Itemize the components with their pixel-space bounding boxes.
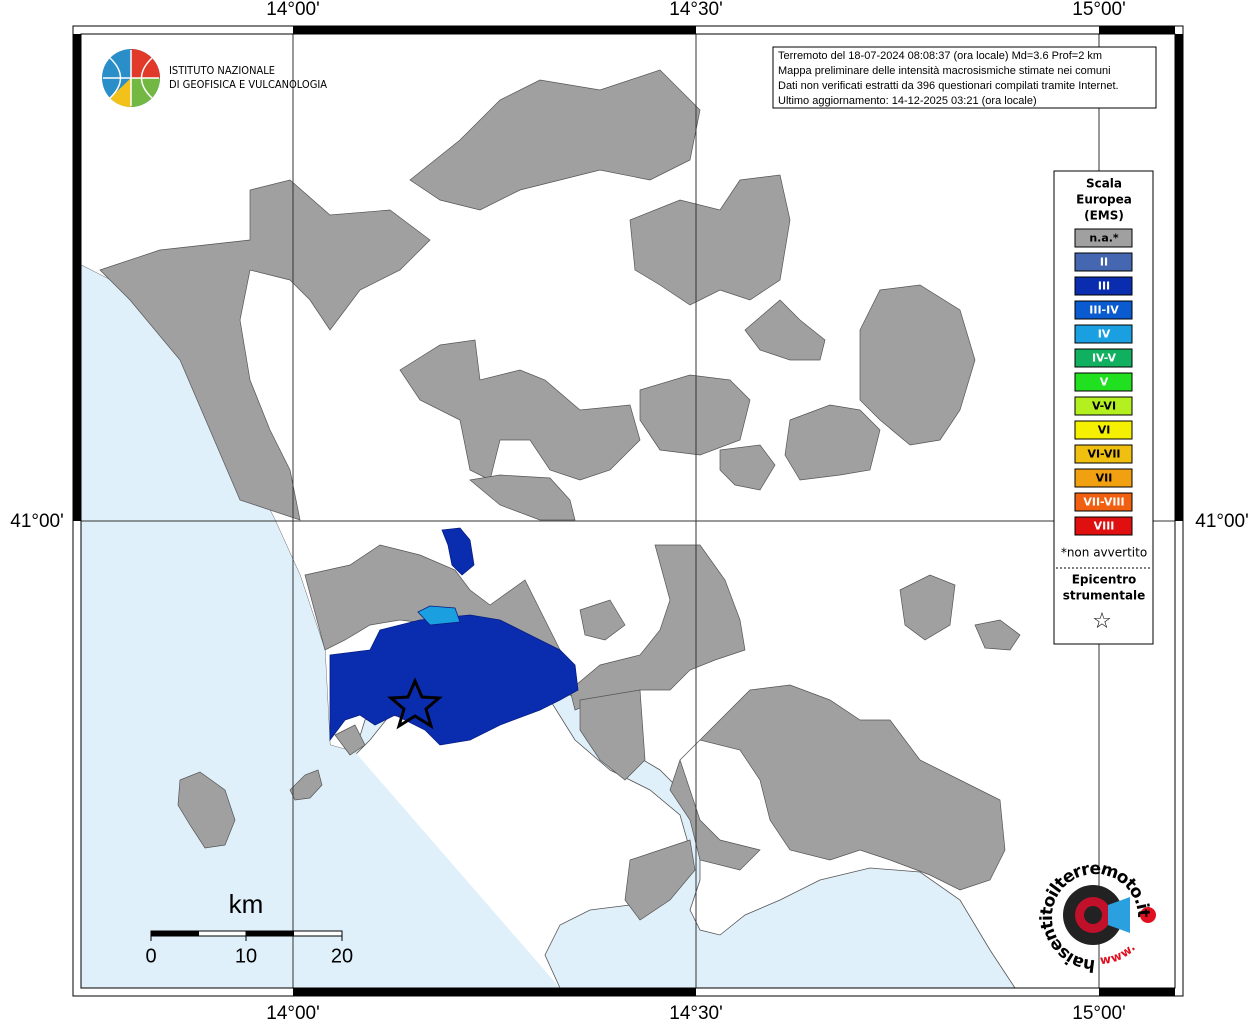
info-box — [772, 46, 1157, 109]
legend-title: Europea — [1076, 193, 1132, 207]
legend-swatch — [1074, 252, 1133, 272]
legend-swatch — [1074, 396, 1133, 416]
legend-swatch — [1074, 228, 1133, 248]
legend-swatch — [1074, 444, 1133, 464]
logo-text: ISTITUTO NAZIONALE — [169, 64, 275, 77]
legend-epicenter-symbol: ☆ — [1092, 609, 1112, 634]
legend-swatch — [1074, 468, 1133, 488]
legend-swatch — [1074, 348, 1133, 368]
legend-label: V-VI — [1092, 400, 1116, 413]
legend-swatch — [1074, 516, 1133, 536]
axis-label: 14°00' — [266, 1003, 320, 1024]
info-line: Terremoto del 18-07-2024 08:08:37 (ora l… — [778, 50, 1102, 62]
legend: Scala Europea (EMS) *non avvertito Epice… — [1053, 170, 1154, 645]
axis-label: 14°30' — [669, 0, 723, 20]
legend-swatch — [1074, 420, 1133, 440]
site-logo[interactable]: haisentitoilterremoto.it www. — [1037, 859, 1156, 975]
legend-label: II — [1100, 256, 1108, 269]
info-line: Ultimo aggiornamento: 14-12-2025 03:21 (… — [778, 95, 1037, 107]
scale-bar: km 0 10 20 — [145, 889, 353, 967]
axis-label: 14°00' — [266, 0, 320, 20]
legend-swatch — [1074, 492, 1133, 512]
ingv-logo: ISTITUTO NAZIONALE DI GEOFISICA E VULCAN… — [102, 49, 327, 107]
legend-label: III — [1098, 280, 1110, 293]
info-line: Dati non verificati estratti da 396 ques… — [778, 80, 1119, 92]
legend-label: VIII — [1094, 520, 1115, 533]
legend-swatch — [1074, 300, 1133, 320]
legend-swatch — [1074, 276, 1133, 296]
legend-title: Scala — [1086, 177, 1122, 191]
intensity-iii-area — [441, 527, 475, 576]
legend-swatch — [1074, 372, 1133, 392]
legend-label: IV-V — [1092, 352, 1117, 365]
axis-label: 15°00' — [1072, 1003, 1126, 1024]
legend-label: VI-VII — [1087, 448, 1120, 461]
logo-text: DI GEOFISICA E VULCANOLOGIA — [169, 78, 327, 91]
scale-label: 20 — [331, 945, 353, 967]
axis-label: 41°00' — [10, 511, 64, 532]
axis-label: 15°00' — [1072, 0, 1126, 20]
legend-label: n.a.* — [1089, 232, 1119, 245]
legend-label: VII — [1096, 472, 1113, 485]
legend-swatch — [1074, 324, 1133, 344]
legend-label: V — [1100, 376, 1109, 389]
frame-ticks — [73, 26, 1183, 996]
epicenter-star — [387, 677, 443, 730]
legend-label: VI — [1098, 424, 1111, 437]
scale-label: 10 — [235, 945, 257, 967]
legend-epicenter: strumentale — [1063, 589, 1146, 603]
legend-epicenter: Epicentro — [1072, 573, 1137, 587]
scale-label: 0 — [145, 945, 156, 967]
legend-label: VII-VIII — [1083, 496, 1124, 509]
legend-label: III-IV — [1089, 304, 1119, 317]
legend-title: (EMS) — [1084, 209, 1124, 223]
intensity-iv-area — [417, 605, 461, 626]
legend-label: IV — [1098, 328, 1111, 341]
legend-note: *non avvertito — [1061, 546, 1147, 560]
info-line: Mappa preliminare delle intensità macros… — [778, 65, 1111, 77]
axis-label: 14°30' — [669, 1003, 723, 1024]
scale-unit: km — [229, 889, 264, 919]
axis-label: 41°00' — [1195, 511, 1249, 532]
